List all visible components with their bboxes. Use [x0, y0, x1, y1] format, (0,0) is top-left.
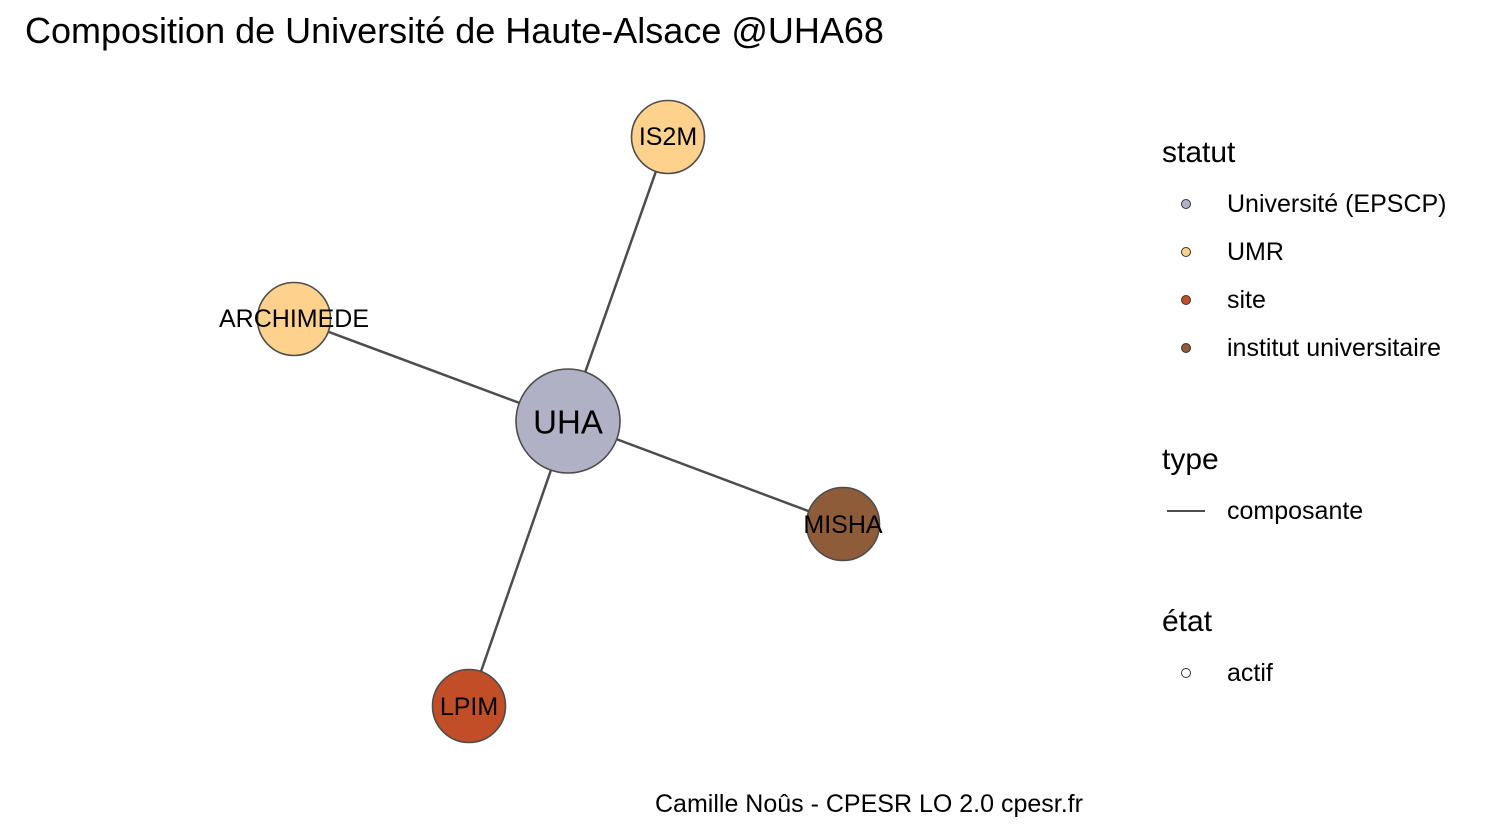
legend-statut: statut Université (EPSCP) UMR site insti… — [1162, 136, 1447, 372]
legend-statut-title: statut — [1162, 136, 1236, 169]
legend-item: institut universitaire — [1162, 324, 1447, 372]
node-label-archimede: ARCHIMEDE — [219, 305, 369, 333]
node-labels-layer: UHA IS2M ARCHIMEDE MISHA LPIM — [219, 123, 883, 721]
legend-dot-icon — [1181, 295, 1191, 305]
legend-item: composante — [1162, 487, 1363, 535]
legend-item-label: actif — [1227, 658, 1273, 687]
legend-item-label: UMR — [1227, 237, 1284, 266]
legend-dot-icon — [1181, 247, 1191, 257]
nodes-layer — [256, 99, 881, 744]
node-label-misha: MISHA — [803, 511, 883, 539]
node-lpim — [431, 668, 507, 744]
legend-item-label: institut universitaire — [1227, 333, 1441, 362]
caption: Camille Noûs - CPESR LO 2.0 cpesr.fr — [655, 790, 1083, 818]
legend-item-label: composante — [1227, 496, 1364, 525]
node-misha — [805, 486, 881, 562]
legend-item: site — [1162, 276, 1447, 324]
legend-item: Université (EPSCP) — [1162, 180, 1447, 228]
legend-etat: état actif — [1162, 605, 1273, 697]
legend-line-icon — [1167, 509, 1205, 513]
legend-dot-icon — [1181, 199, 1191, 209]
legend-dot-icon — [1181, 668, 1191, 678]
chart-title: Composition de Université de Haute-Alsac… — [25, 10, 884, 51]
legend-item-label: Université (EPSCP) — [1227, 189, 1447, 218]
node-archimede — [256, 281, 332, 357]
legend-item: UMR — [1162, 228, 1447, 276]
node-label-is2m: IS2M — [639, 123, 697, 151]
legend-type-title: type — [1162, 443, 1219, 476]
legend-dot-icon — [1181, 343, 1191, 353]
node-uha — [515, 368, 621, 474]
legend-item-label: site — [1227, 285, 1266, 314]
node-label-uha: UHA — [533, 404, 603, 441]
node-label-lpim: LPIM — [440, 693, 498, 721]
legend-etat-title: état — [1162, 605, 1213, 638]
legend-type: type composante — [1162, 443, 1363, 535]
node-is2m — [630, 99, 706, 175]
legend-item: actif — [1162, 649, 1273, 697]
